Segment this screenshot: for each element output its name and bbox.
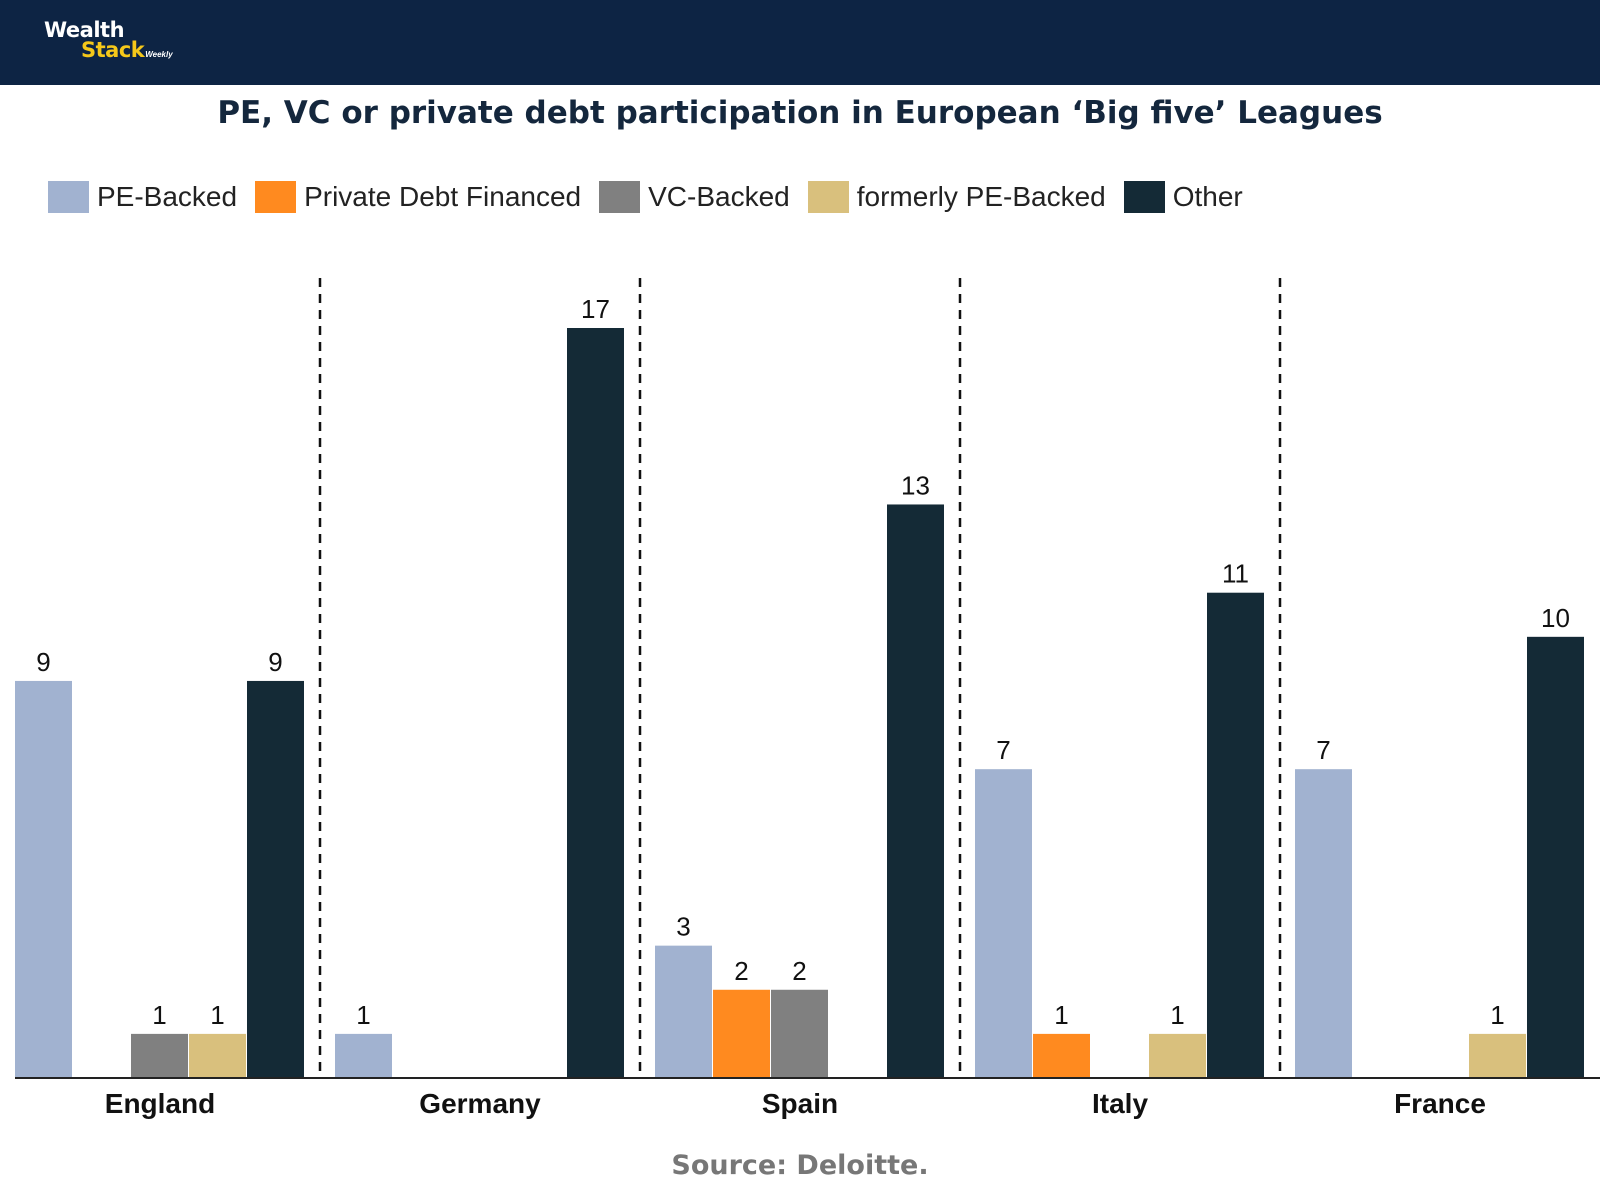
data-label-italy-private-debt-financed: 1: [1054, 1000, 1068, 1030]
data-label-france-other: 10: [1541, 603, 1570, 633]
data-label-italy-formerly-pe-backed: 1: [1170, 1000, 1184, 1030]
chart-title: PE, VC or private debt participation in …: [217, 95, 1383, 131]
data-label-england-pe-backed: 9: [36, 647, 50, 677]
bar-spain-pe-backed: [655, 945, 712, 1078]
source-note: Source: Deloitte.: [671, 1150, 929, 1181]
category-label-england: England: [105, 1088, 215, 1119]
category-label-spain: Spain: [762, 1088, 838, 1119]
legend-item-private-debt: Private Debt Financed: [255, 181, 581, 213]
data-label-france-formerly-pe-backed: 1: [1490, 1000, 1504, 1030]
bar-england-vc-backed: [131, 1033, 188, 1078]
bar-spain-vc-backed: [771, 989, 828, 1078]
bar-spain-private-debt-financed: [713, 989, 770, 1078]
legend-swatch-vc-backed: [599, 181, 641, 213]
chart-legend: PE-Backed Private Debt Financed VC-Backe…: [48, 181, 1261, 213]
bar-england-formerly-pe-backed: [189, 1033, 246, 1078]
bar-italy-formerly-pe-backed: [1149, 1033, 1206, 1078]
data-label-england-formerly-pe-backed: 1: [210, 1000, 224, 1030]
header-banner: Wealth StackWeekly: [0, 0, 1600, 85]
legend-item-other: Other: [1123, 181, 1243, 213]
data-label-france-pe-backed: 7: [1316, 735, 1330, 765]
legend-label-formerly-pe-backed: formerly PE-Backed: [856, 181, 1106, 212]
legend-label-private-debt: Private Debt Financed: [304, 181, 582, 212]
category-label-france: France: [1394, 1088, 1486, 1119]
bar-italy-private-debt-financed: [1033, 1033, 1090, 1078]
legend-label-vc-backed: VC-Backed: [648, 181, 790, 212]
logo-word-weekly: Weekly: [145, 50, 173, 59]
legend-swatch-pe-backed: [48, 181, 89, 213]
legend-item-pe-backed: PE-Backed: [48, 181, 237, 213]
legend-swatch-other: [1123, 181, 1165, 213]
bar-spain-other: [887, 504, 944, 1078]
logo-word-stack: Stack: [81, 38, 145, 62]
data-label-england-other: 9: [268, 647, 282, 677]
bar-england-other: [247, 680, 304, 1078]
bar-italy-pe-backed: [975, 769, 1032, 1078]
category-label-italy: Italy: [1092, 1088, 1148, 1119]
data-label-italy-pe-backed: 7: [996, 735, 1010, 765]
legend-label-other: Other: [1172, 181, 1243, 212]
category-label-germany: Germany: [419, 1088, 541, 1119]
bar-germany-pe-backed: [335, 1033, 392, 1078]
bar-france-formerly-pe-backed: [1469, 1033, 1526, 1078]
bar-germany-other: [567, 328, 624, 1078]
bar-italy-other: [1207, 592, 1264, 1078]
bar-england-pe-backed: [15, 680, 72, 1078]
wealth-stack-logo: Wealth StackWeekly: [44, 20, 173, 65]
logo-line-wealth: Wealth: [44, 18, 125, 42]
data-label-spain-pe-backed: 3: [676, 912, 690, 942]
data-label-germany-other: 17: [581, 294, 610, 324]
legend-swatch-formerly-pe-backed: [807, 181, 849, 213]
legend-item-vc-backed: VC-Backed: [599, 181, 790, 213]
logo-line-stack: StackWeekly: [81, 40, 173, 65]
data-label-spain-other: 13: [901, 470, 930, 500]
legend-label-pe-backed: PE-Backed: [97, 181, 238, 212]
data-label-spain-private-debt-financed: 2: [734, 956, 748, 986]
data-label-spain-vc-backed: 2: [792, 956, 806, 986]
legend-item-formerly-pe-backed: formerly PE-Backed: [807, 181, 1106, 213]
data-label-england-vc-backed: 1: [152, 1000, 166, 1030]
data-label-italy-other: 11: [1222, 559, 1249, 589]
data-label-germany-pe-backed: 1: [356, 1000, 370, 1030]
bar-france-pe-backed: [1295, 769, 1352, 1078]
bar-france-other: [1527, 636, 1584, 1078]
legend-swatch-private-debt: [255, 181, 297, 213]
